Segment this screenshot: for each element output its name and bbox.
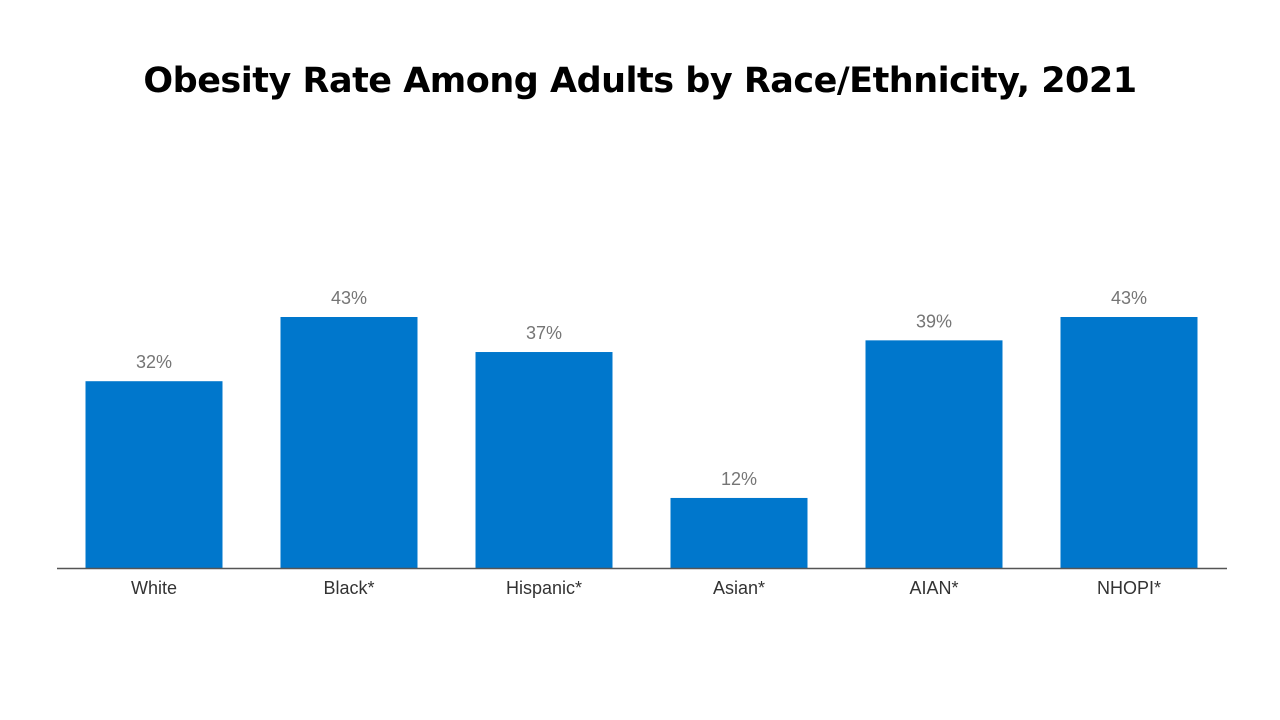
- bar-white: [85, 381, 223, 568]
- x-tick-label-asian: Asian*: [713, 578, 765, 598]
- x-tick-label-hispanic: Hispanic*: [506, 578, 582, 598]
- bar-hispanic: [475, 352, 613, 568]
- chart-title: Obesity Rate Among Adults by Race/Ethnic…: [143, 61, 1137, 101]
- bars-layer: [85, 317, 1198, 568]
- x-tick-label-black: Black*: [323, 578, 374, 598]
- bar-asian: [670, 497, 808, 568]
- bar-nhopi: [1060, 317, 1198, 568]
- value-label-asian: 12%: [721, 469, 757, 489]
- tick-labels-layer: White Black* Hispanic* Asian* AIAN* NHOPI*: [131, 578, 1161, 598]
- x-tick-label-nhopi: NHOPI*: [1097, 578, 1161, 598]
- value-label-black: 43%: [331, 288, 367, 308]
- value-label-aian: 39%: [916, 311, 952, 331]
- value-label-nhopi: 43%: [1111, 288, 1147, 308]
- bar-black: [280, 317, 418, 568]
- value-label-white: 32%: [136, 352, 172, 372]
- bar-aian: [865, 340, 1003, 568]
- value-labels-layer: 32% 43% 37% 12% 39% 43%: [136, 288, 1147, 489]
- value-label-hispanic: 37%: [526, 323, 562, 343]
- x-tick-label-aian: AIAN*: [909, 578, 958, 598]
- x-tick-label-white: White: [131, 578, 177, 598]
